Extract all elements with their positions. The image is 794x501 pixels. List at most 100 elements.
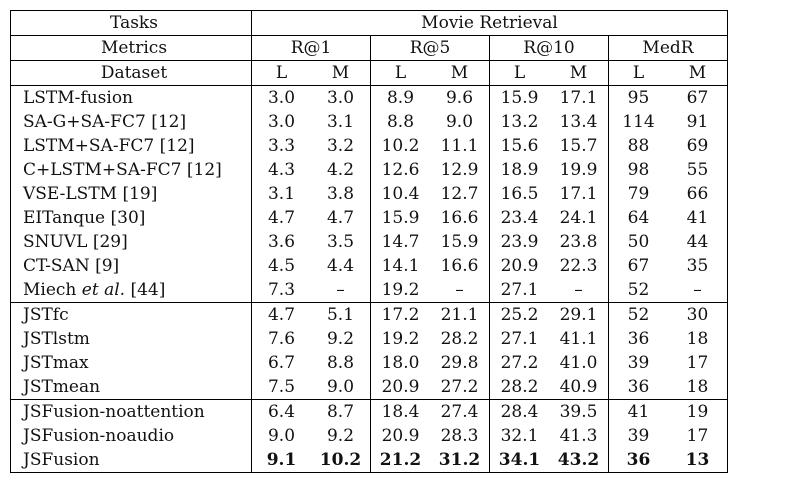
metric-value: 3.0: [251, 85, 311, 110]
metric-value: 7.5: [251, 375, 311, 400]
metric-value: 9.1: [251, 448, 311, 473]
metric-value: 9.0: [326, 377, 355, 397]
method-label: JSTmean: [23, 377, 101, 397]
metric-value: 79: [608, 182, 668, 206]
metric-value: 40.9: [559, 377, 598, 397]
method-name: JSTlstm: [11, 327, 252, 351]
metric-value: 41.3: [559, 426, 598, 446]
subcol-r10-m: M: [549, 60, 609, 86]
method-name: JSTfc: [10, 302, 252, 327]
metric-value: 18.0: [370, 351, 430, 375]
metric-value: 12.6: [370, 158, 430, 182]
method-name: JSFusion-noaudio: [11, 424, 252, 448]
metric-r1: R@1: [251, 35, 371, 61]
subcol-r5-m: M: [430, 60, 490, 86]
method-name: Miech et al. [44]: [11, 278, 252, 303]
metric-value: 7.3: [251, 278, 311, 303]
metric-value: 114: [608, 110, 668, 134]
method-label: LSTM+SA-FC7: [23, 136, 155, 156]
metric-value: 32.1: [489, 424, 549, 448]
header-row-dataset: Dataset L M L M L M L M: [10, 60, 728, 86]
best-value: 36: [626, 450, 651, 470]
method-label: CT-SAN: [23, 256, 90, 276]
method-name: CT-SAN [9]: [11, 254, 252, 278]
metric-value: 12.9: [440, 160, 479, 180]
metric-value: 91: [686, 112, 709, 132]
table-row: JSTlstm 7.6 9.2 19.2 28.2 27.1 41.1 36 18: [11, 327, 728, 351]
metric-value: 3.3: [251, 134, 311, 158]
metric-value: 13: [668, 448, 728, 473]
metric-value: 14.7: [370, 230, 430, 254]
metric-value: 18.9: [489, 158, 549, 182]
metric-value: 95: [608, 85, 668, 110]
metric-value: 27.1: [489, 278, 549, 303]
metric-value: 39: [608, 351, 668, 375]
metric-value: 8.7: [311, 399, 371, 424]
metric-value: –: [455, 280, 464, 300]
method-label: SNUVL: [23, 232, 88, 252]
metric-value: 18: [686, 329, 709, 349]
metric-value: 9.6: [445, 88, 474, 108]
metric-value: 4.3: [251, 158, 311, 182]
table-row: LSTM+SA-FC7 [12] 3.3 3.2 10.2 11.1 15.6 15.7 88…: [11, 134, 728, 158]
metric-value: 3.2: [326, 136, 355, 156]
metric-value: 29.8: [440, 353, 479, 373]
metric-value: 9.2: [326, 329, 355, 349]
metric-value: 98: [608, 158, 668, 182]
metric-value: 17: [686, 353, 709, 373]
metric-value: 19.2: [370, 278, 430, 303]
method-name: EITanque [30]: [11, 206, 252, 230]
metric-value: 50: [608, 230, 668, 254]
metric-value: –: [336, 280, 345, 300]
method-label: SA-G+SA-FC7: [23, 112, 146, 132]
best-value: 10.2: [319, 450, 362, 470]
metric-value: 5.1: [311, 302, 371, 327]
metric-value: 39: [608, 424, 668, 448]
metric-value: 4.4: [326, 256, 355, 276]
metric-value: 3.0: [251, 110, 311, 134]
method-name: VSE-LSTM [19]: [11, 182, 252, 206]
metric-value: 24.1: [559, 208, 598, 228]
citation: [19]: [122, 184, 158, 204]
citation: [44]: [130, 280, 166, 300]
metric-value: 17: [686, 426, 709, 446]
table-row: C+LSTM+SA-FC7 [12] 4.3 4.2 12.6 12.9 18.9 19.9…: [11, 158, 728, 182]
metric-value: 22.3: [559, 256, 598, 276]
task-name: Movie Retrieval: [251, 10, 728, 36]
metric-value: 16.6: [440, 208, 479, 228]
metric-value: 31.2: [430, 448, 490, 473]
table-row: Miech et al. [44] 7.3–19.2–27.1–52–: [11, 278, 728, 303]
metric-value: –: [574, 280, 583, 300]
results-table-body: Tasks Movie Retrieval Metrics R@1 R@5 R@…: [10, 10, 728, 473]
metric-value: 20.9: [370, 375, 430, 400]
metric-value: 36: [608, 327, 668, 351]
metric-value: 4.7: [326, 208, 355, 228]
best-value: 9.1: [266, 450, 297, 470]
table-row: SA-G+SA-FC7 [12] 3.0 3.1 8.8 9.0 13.2 13.4 114 9…: [11, 110, 728, 134]
method-label: JSTmax: [23, 353, 89, 373]
method-label: Miech: [23, 280, 77, 300]
metric-value: 4.7: [251, 206, 311, 230]
header-row-metrics: Metrics R@1 R@5 R@10 MedR: [10, 35, 728, 61]
metric-value: 41: [686, 208, 709, 228]
metric-r10: R@10: [489, 35, 609, 61]
metric-value: 27.2: [489, 351, 549, 375]
metric-medr: MedR: [608, 35, 728, 61]
best-value: 34.1: [498, 450, 541, 470]
method-name: LSTM+SA-FC7 [12]: [11, 134, 252, 158]
metric-value: 66: [686, 184, 709, 204]
metric-value: 52: [608, 278, 668, 303]
method-name: SA-G+SA-FC7 [12]: [11, 110, 252, 134]
metric-value: 41.1: [559, 329, 598, 349]
metric-value: 52: [608, 302, 668, 327]
metric-value: 23.4: [489, 206, 549, 230]
metric-value: 18.4: [370, 399, 430, 424]
metric-value: 16.5: [489, 182, 549, 206]
metric-value: 27.4: [430, 399, 490, 424]
metric-value: 69: [686, 136, 709, 156]
metric-value: 21.1: [430, 302, 490, 327]
metric-value: 43.2: [549, 448, 609, 473]
best-value: 43.2: [557, 450, 600, 470]
metric-value: 10.4: [370, 182, 430, 206]
method-label: EITanque: [23, 208, 106, 228]
